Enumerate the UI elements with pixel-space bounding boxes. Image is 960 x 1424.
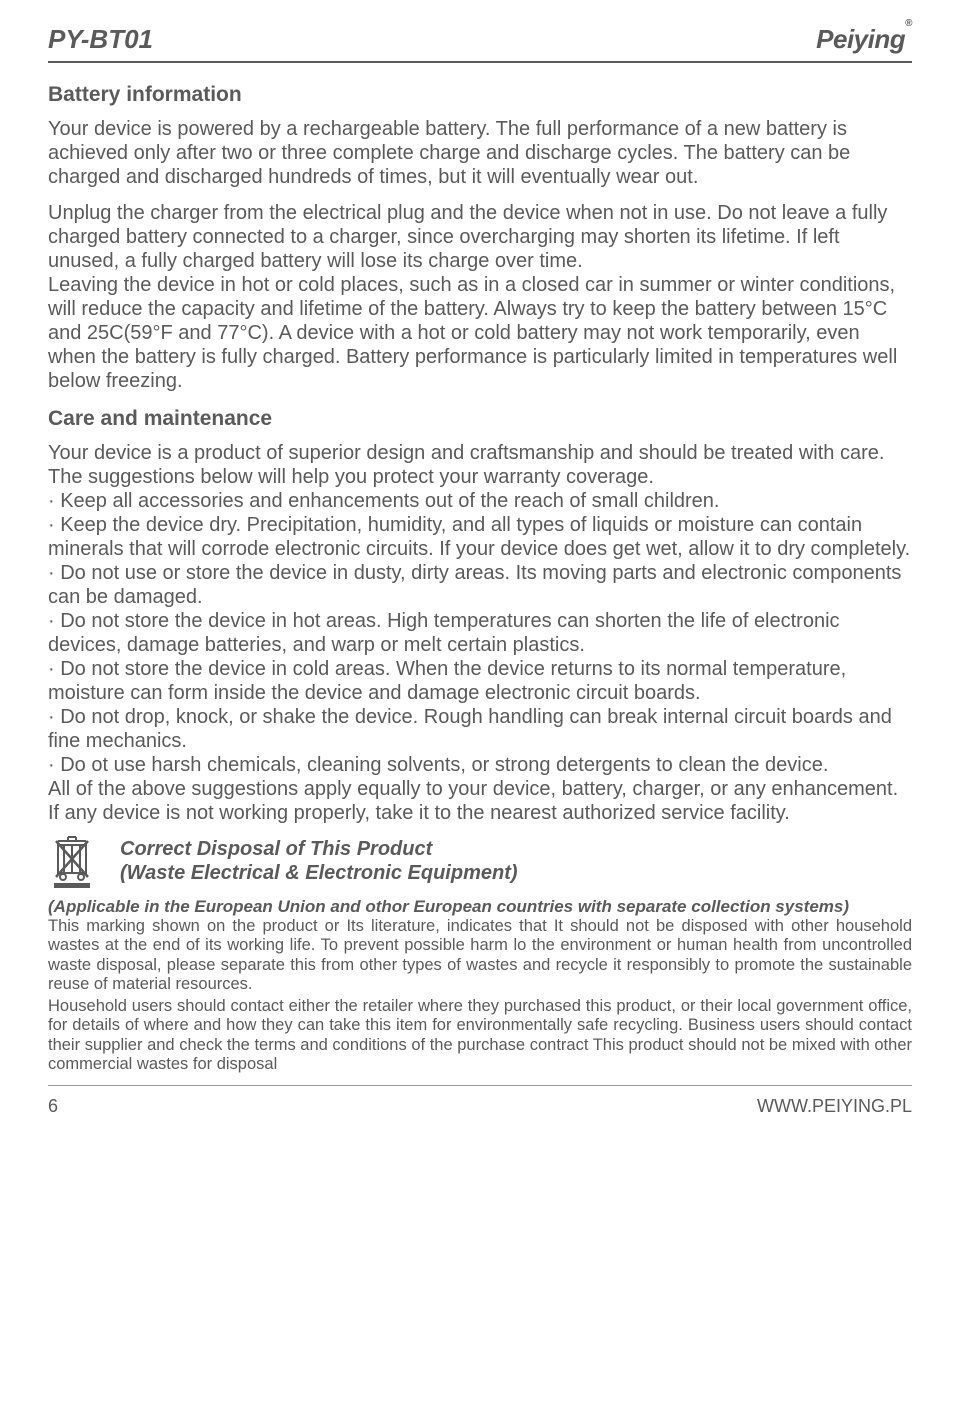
footer-url: WWW.PEIYING.PL	[757, 1096, 912, 1117]
disposal-header-row: Correct Disposal of This Product (Waste …	[48, 833, 912, 889]
battery-para-3: Leaving the device in hot or cold places…	[48, 273, 912, 393]
care-bullet-2: · Keep the device dry. Precipitation, hu…	[48, 513, 912, 561]
battery-para-1: Your device is powered by a rechargeable…	[48, 117, 912, 189]
care-bullet-7: · Do ot use harsh chemicals, cleaning so…	[48, 753, 912, 777]
disposal-title-block: Correct Disposal of This Product (Waste …	[120, 837, 518, 885]
registered-symbol: ®	[905, 18, 912, 29]
page-container: PY-BT01 Peiying® Battery information You…	[0, 0, 960, 1133]
battery-para-2: Unplug the charger from the electrical p…	[48, 201, 912, 273]
page-footer: 6 WWW.PEIYING.PL	[48, 1086, 912, 1117]
brand-name: Peiying	[816, 24, 905, 54]
brand-logo: Peiying®	[816, 24, 912, 55]
care-bullet-3: · Do not use or store the device in dust…	[48, 561, 912, 609]
page-number: 6	[48, 1096, 58, 1117]
care-bullet-4: · Do not store the device in hot areas. …	[48, 609, 912, 657]
battery-info-heading: Battery information	[48, 83, 912, 107]
care-bullet-6: · Do not drop, knock, or shake the devic…	[48, 705, 912, 753]
care-intro: Your device is a product of superior des…	[48, 441, 912, 489]
care-outro: All of the above suggestions apply equal…	[48, 777, 912, 825]
page-header: PY-BT01 Peiying®	[48, 24, 912, 63]
care-bullet-5: · Do not store the device in cold areas.…	[48, 657, 912, 705]
disposal-para-2: Household users should contact either th…	[48, 997, 912, 1075]
care-bullet-1: · Keep all accessories and enhancements …	[48, 489, 912, 513]
model-number: PY-BT01	[48, 24, 153, 55]
weee-bin-icon	[48, 833, 96, 889]
disposal-title-1: Correct Disposal of This Product	[120, 837, 518, 861]
disposal-para-1: This marking shown on the product or Its…	[48, 917, 912, 995]
care-heading: Care and maintenance	[48, 407, 912, 431]
disposal-applicable: (Applicable in the European Union and ot…	[48, 897, 912, 917]
disposal-title-2: (Waste Electrical & Electronic Equipment…	[120, 861, 518, 885]
